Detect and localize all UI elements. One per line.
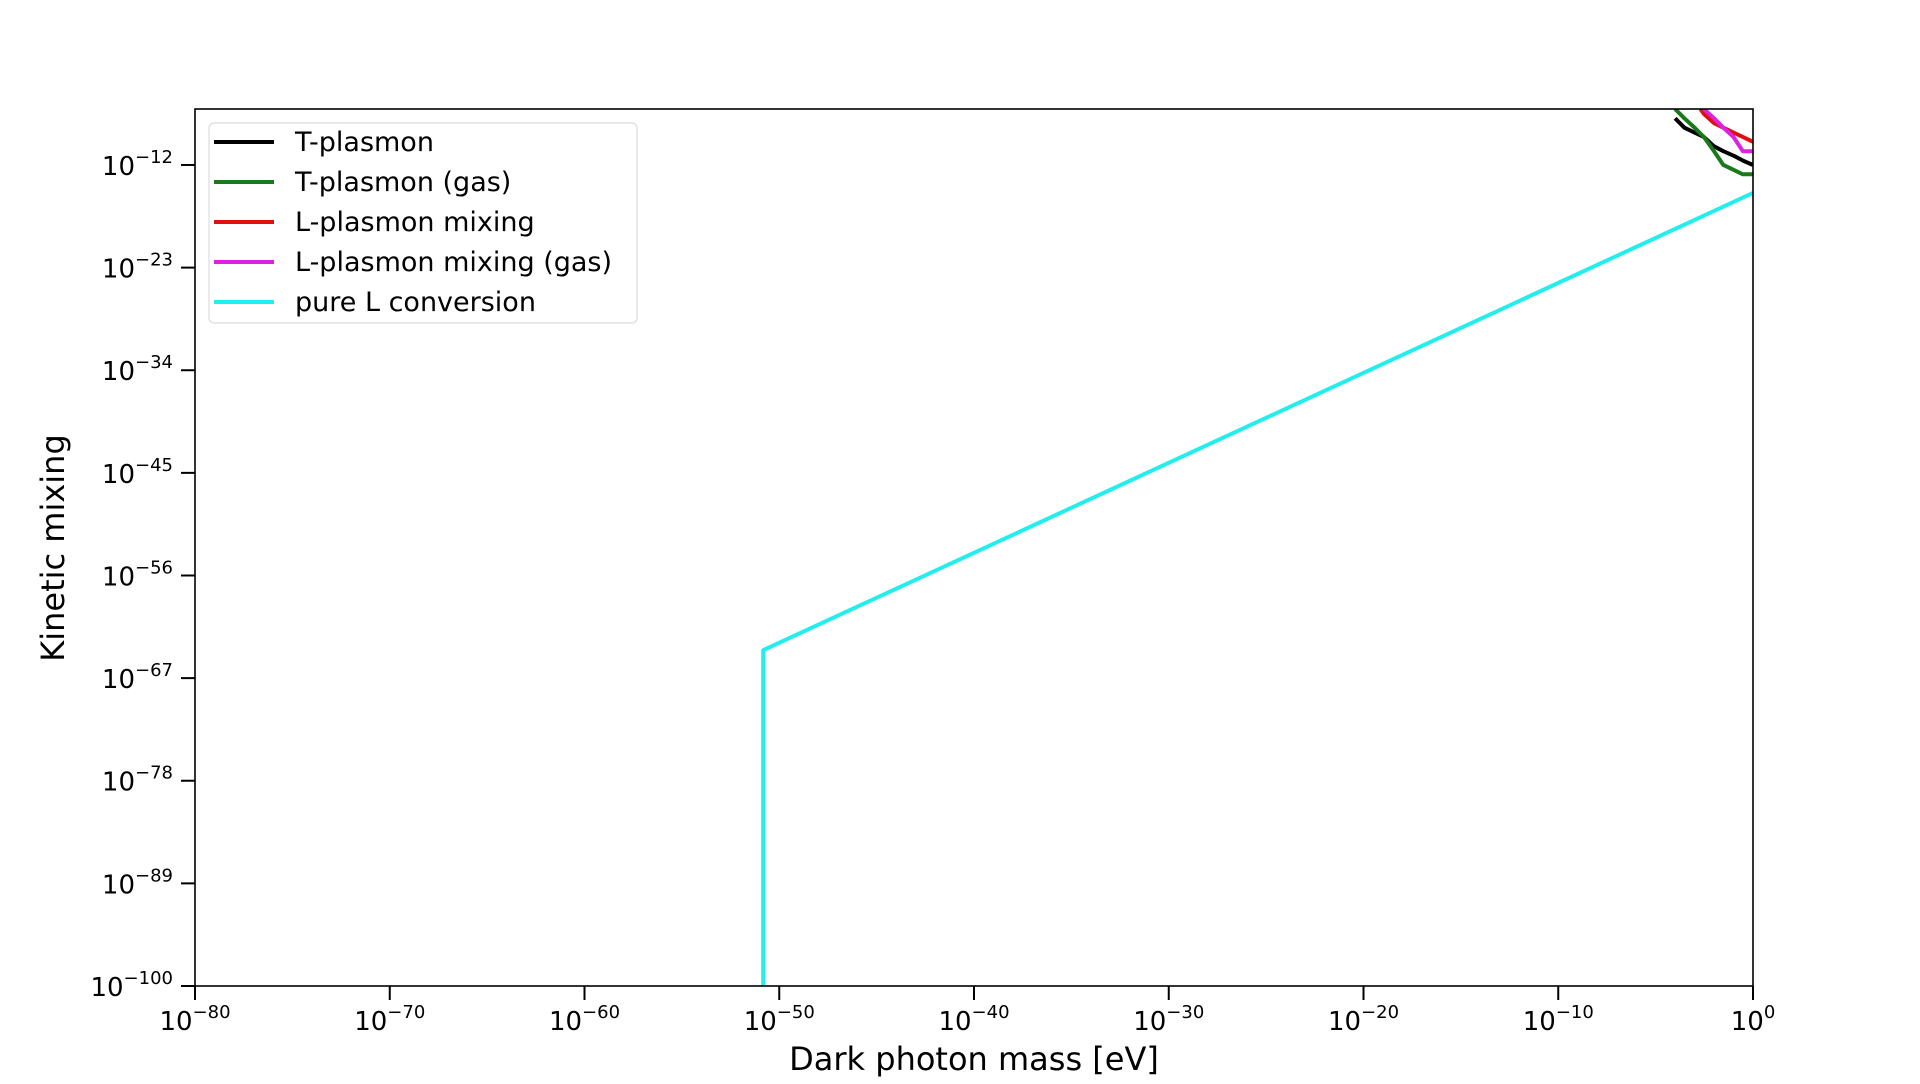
y-tick-label-0: 10−12 (102, 147, 173, 182)
legend-label-3: L-plasmon mixing (gas) (295, 247, 612, 278)
x-tick-label-0: 10−80 (159, 1002, 230, 1037)
series-line-4 (761, 191, 1753, 986)
x-tick-label-1: 10−70 (354, 1002, 425, 1037)
x-tick-label-6: 10−20 (1328, 1002, 1399, 1037)
x-tick-label-0-exponent: −80 (193, 1002, 231, 1023)
y-tick-label-8-base: 10 (90, 973, 123, 1003)
y-tick-label-5: 10−67 (102, 660, 173, 695)
y-tick-label-2-exponent: −34 (135, 352, 173, 373)
y-tick-label-4-base: 10 (102, 562, 135, 592)
x-tick-label-1-base: 10 (354, 1007, 387, 1037)
x-tick-label-5: 10−30 (1133, 1002, 1204, 1037)
y-tick-label-7-base: 10 (102, 870, 135, 900)
legend: T-plasmon T-plasmon (gas) L-plasmon mixing… (208, 122, 638, 324)
x-tick-label-0-base: 10 (159, 1007, 192, 1037)
y-tick-label-3: 10−45 (102, 455, 173, 490)
x-tick-label-7-exponent: −10 (1556, 1002, 1594, 1023)
x-tick-label-8-exponent: 0 (1764, 1002, 1775, 1023)
series-line-3 (1702, 109, 1753, 154)
y-tick-label-8: 10−100 (90, 968, 173, 1003)
x-tick-label-6-base: 10 (1328, 1007, 1361, 1037)
x-tick-label-3-base: 10 (744, 1007, 777, 1037)
y-tick-label-5-base: 10 (102, 665, 135, 695)
x-axis: 10−80 10−70 10−60 10−50 10−40 10−30 10−20 10−10… (159, 986, 1775, 1037)
x-tick-label-8-base: 10 (1731, 1007, 1764, 1037)
x-tick-label-7-base: 10 (1523, 1007, 1556, 1037)
x-tick-label-4-base: 10 (938, 1007, 971, 1037)
x-tick-label-4: 10−40 (938, 1002, 1009, 1037)
legend-box (208, 122, 638, 324)
series-line-0 (1673, 116, 1753, 167)
series-layer (761, 109, 1753, 986)
y-tick-label-2: 10−34 (102, 352, 173, 387)
y-tick-label-8-exponent: −100 (124, 968, 173, 989)
x-tick-label-2-exponent: −60 (582, 1002, 620, 1023)
y-tick-label-1: 10−23 (102, 250, 173, 285)
x-tick-label-5-base: 10 (1133, 1007, 1166, 1037)
y-tick-label-1-base: 10 (102, 255, 135, 285)
x-tick-label-8: 100 (1731, 1002, 1776, 1037)
y-tick-label-4-exponent: −56 (135, 557, 173, 578)
legend-label-2: L-plasmon mixing (295, 207, 535, 238)
x-tick-label-3-exponent: −50 (777, 1002, 815, 1023)
x-tick-label-7: 10−10 (1523, 1002, 1594, 1037)
y-tick-label-6: 10−78 (102, 763, 173, 798)
legend-label-4: pure L conversion (295, 287, 536, 318)
y-axis-label: Kinetic mixing (34, 434, 72, 662)
y-tick-label-7-exponent: −89 (135, 865, 173, 886)
y-tick-label-4: 10−56 (102, 557, 173, 592)
y-tick-label-1-exponent: −23 (135, 250, 173, 271)
x-tick-label-3: 10−50 (744, 1002, 815, 1037)
y-tick-label-6-base: 10 (102, 768, 135, 798)
y-tick-label-6-exponent: −78 (135, 763, 173, 784)
x-tick-label-5-exponent: −30 (1166, 1002, 1204, 1023)
y-tick-label-2-base: 10 (102, 357, 135, 387)
y-tick-label-5-exponent: −67 (135, 660, 173, 681)
x-tick-label-2-base: 10 (549, 1007, 582, 1037)
y-tick-label-0-exponent: −12 (135, 147, 173, 168)
x-axis-label: Dark photon mass [eV] (789, 1040, 1159, 1078)
x-tick-label-2: 10−60 (549, 1002, 620, 1037)
legend-label-1: T-plasmon (gas) (294, 167, 511, 198)
y-tick-label-3-exponent: −45 (135, 455, 173, 476)
x-tick-label-4-exponent: −40 (972, 1002, 1010, 1023)
y-tick-label-7: 10−89 (102, 865, 173, 900)
x-tick-label-1-exponent: −70 (387, 1002, 425, 1023)
y-tick-label-3-base: 10 (102, 460, 135, 490)
series-line-1 (1673, 109, 1753, 177)
y-axis: 10−1210−2310−3410−4510−5610−6710−7810−89… (90, 147, 195, 1003)
y-tick-label-0-base: 10 (102, 152, 135, 182)
x-tick-label-6-exponent: −20 (1361, 1002, 1399, 1023)
legend-label-0: T-plasmon (294, 127, 434, 158)
